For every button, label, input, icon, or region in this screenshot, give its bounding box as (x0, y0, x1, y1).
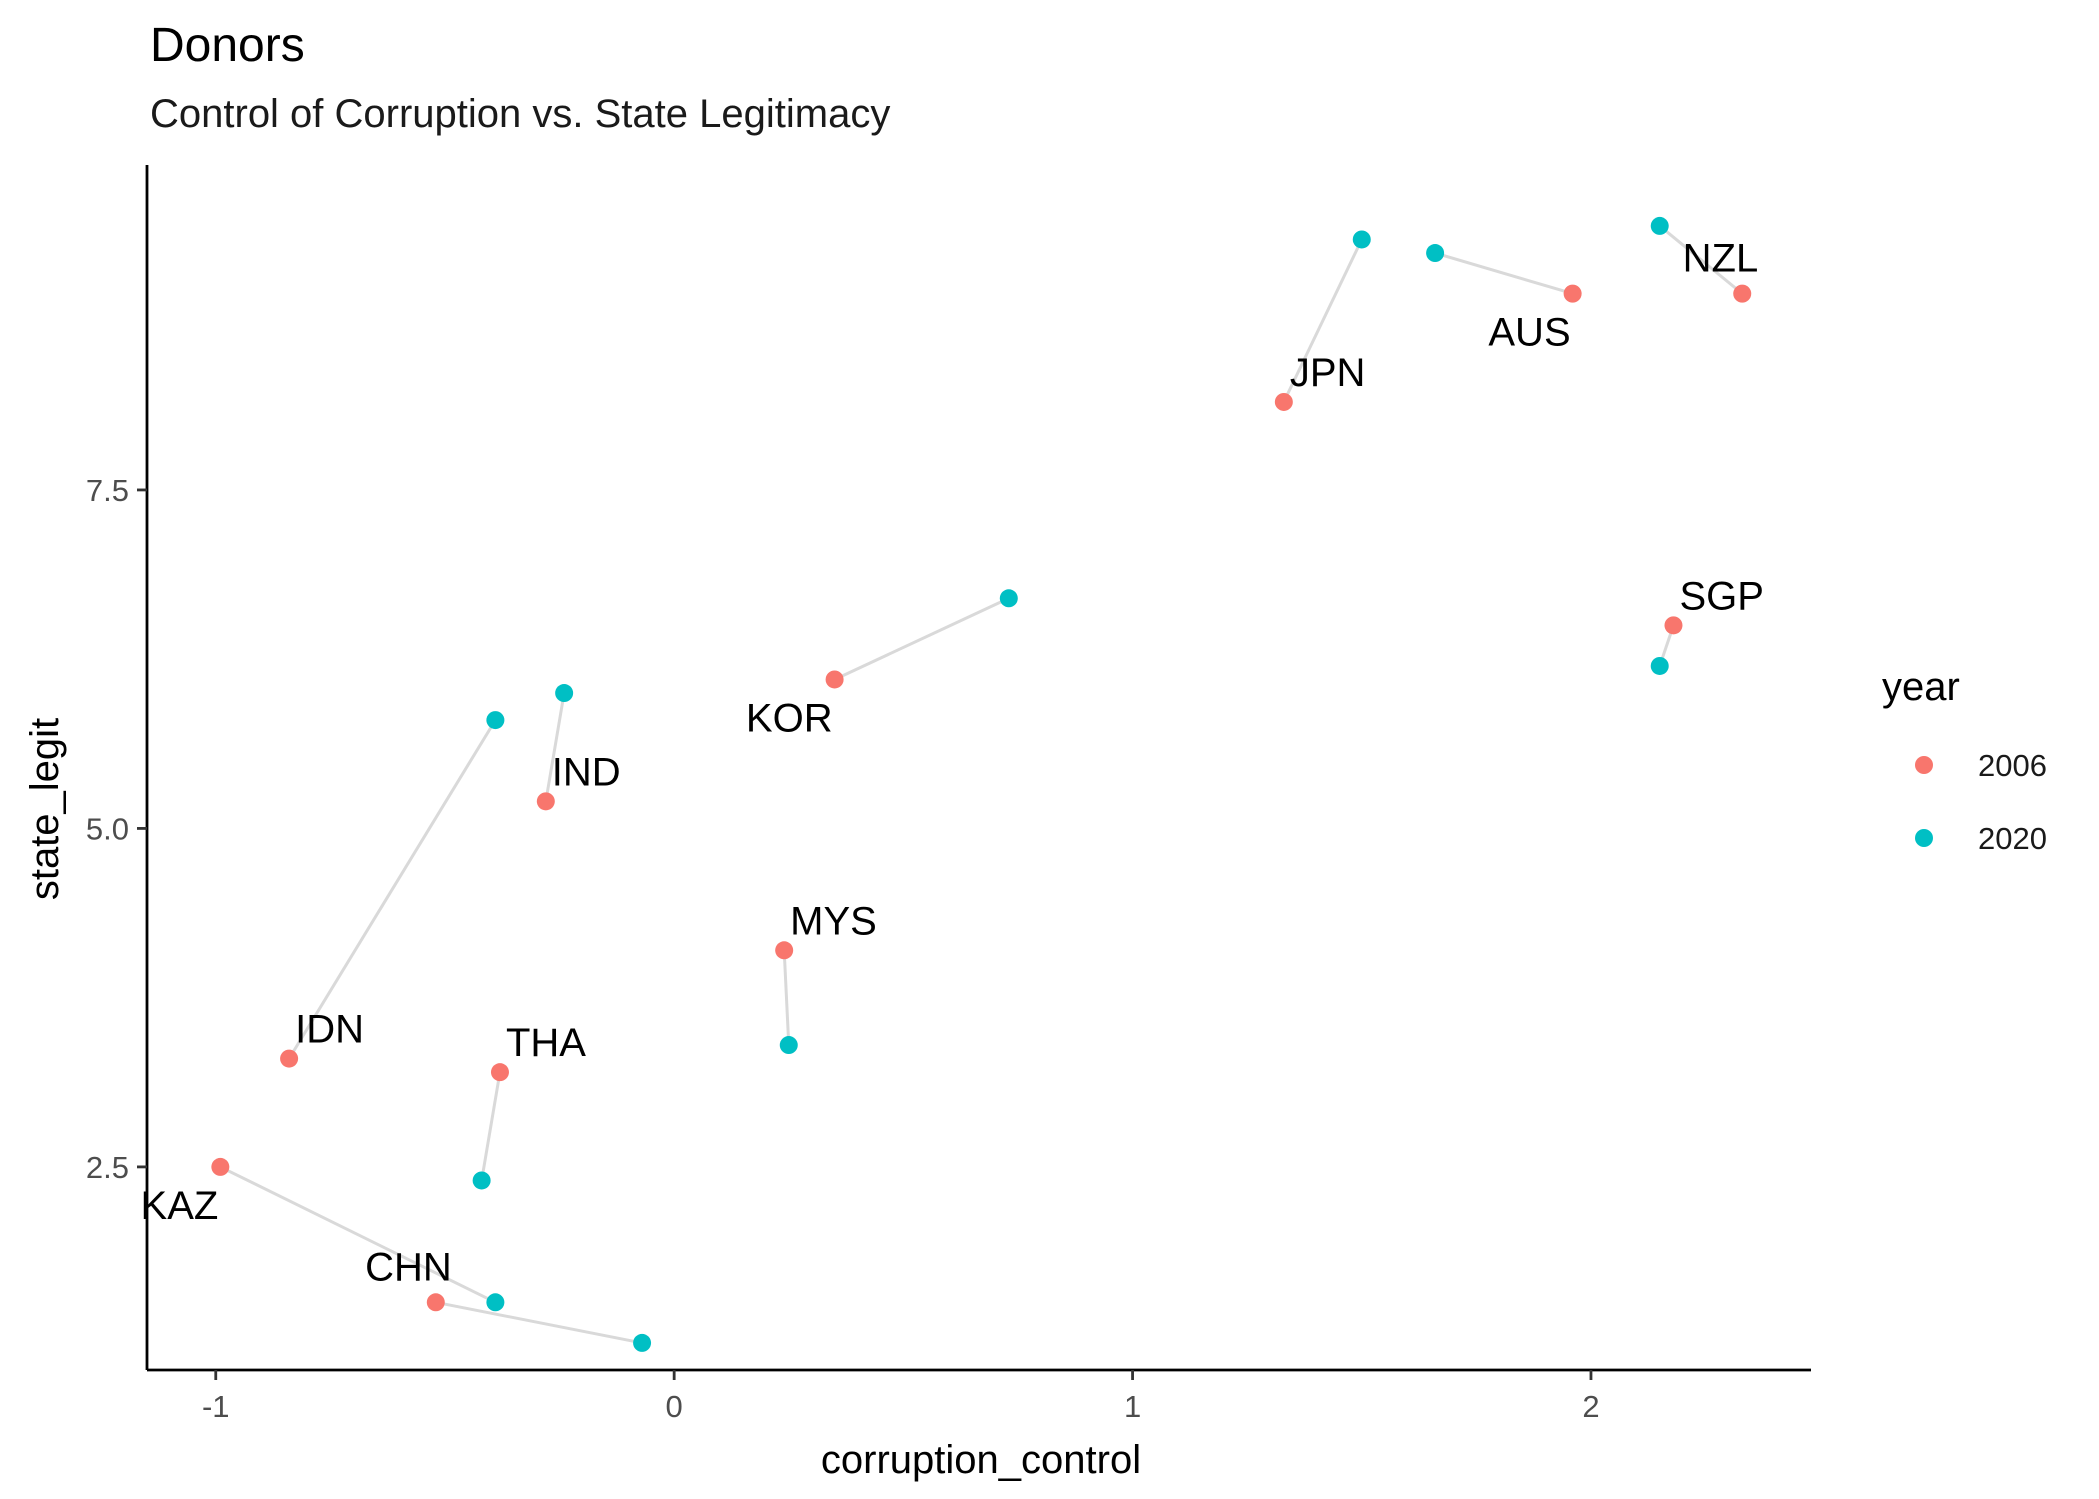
point-label-chn: CHN (365, 1245, 452, 1289)
point-chn-2020 (633, 1333, 652, 1352)
connector-aus (1434, 251, 1574, 296)
point-sgp-2006 (1664, 616, 1683, 635)
point-label-idn: IDN (295, 1008, 364, 1052)
point-kaz-2006 (211, 1157, 230, 1176)
point-label-kor: KOR (746, 696, 833, 740)
chart-title: Donors (150, 19, 305, 72)
point-idn-2006 (280, 1049, 299, 1068)
point-mys-2006 (775, 941, 794, 960)
x-tick-label: -1 (202, 1389, 230, 1424)
y-axis-ticks: 2.5 5.0 7.5 (86, 473, 147, 1185)
point-kor-2020 (999, 589, 1018, 608)
point-nzl-2006 (1733, 284, 1752, 303)
connector-lines (219, 224, 1744, 1345)
point-label-jpn: JPN (1290, 351, 1366, 395)
legend-label-2006: 2006 (1978, 748, 2047, 783)
connector-mys (782, 950, 791, 1046)
point-kor-2006 (825, 670, 844, 689)
point-labels: NZL AUS JPN SGP KOR IND MYS IDN THA KAZ CHN (141, 237, 1764, 1290)
legend: year 2006 2020 (1882, 665, 2047, 856)
connector-kor (833, 596, 1010, 681)
point-ind-2020 (555, 684, 574, 703)
point-jpn-2020 (1352, 230, 1371, 249)
point-sgp-2020 (1650, 656, 1669, 675)
point-ind-2006 (536, 792, 555, 811)
point-label-aus: AUS (1488, 311, 1570, 355)
point-tha-2006 (490, 1063, 509, 1082)
connector-chn (435, 1300, 643, 1345)
point-label-ind: IND (552, 750, 621, 794)
point-idn-2020 (486, 711, 505, 730)
point-nzl-2020 (1650, 216, 1669, 235)
x-tick-label: 0 (666, 1389, 683, 1424)
connector-jpn (1282, 238, 1364, 403)
point-kaz-2020 (486, 1293, 505, 1312)
point-label-sgp: SGP (1679, 574, 1763, 618)
point-tha-2020 (472, 1171, 491, 1190)
point-aus-2006 (1563, 284, 1582, 303)
x-axis-ticks: -1 0 1 2 (202, 1370, 1600, 1424)
point-mys-2020 (779, 1036, 798, 1055)
y-tick-label: 5.0 (86, 811, 129, 846)
y-tick-label: 2.5 (86, 1150, 129, 1185)
x-tick-label: 2 (1582, 1389, 1599, 1424)
point-aus-2020 (1426, 244, 1445, 263)
point-chn-2006 (426, 1293, 445, 1312)
connector-idn (287, 719, 497, 1060)
connector-ind (544, 692, 566, 802)
legend-swatch-2020 (1915, 829, 1933, 847)
connector-nzl (1658, 224, 1744, 295)
connector-kaz (219, 1165, 497, 1304)
point-label-kaz: KAZ (141, 1184, 219, 1228)
chart-subtitle: Control of Corruption vs. State Legitima… (150, 92, 890, 136)
point-label-nzl: NZL (1683, 237, 1759, 281)
x-tick-label: 1 (1124, 1389, 1141, 1424)
legend-title: year (1882, 665, 1960, 709)
connector-tha (480, 1071, 502, 1181)
data-points (211, 216, 1752, 1352)
legend-swatch-2006 (1915, 756, 1933, 774)
point-label-mys: MYS (790, 899, 877, 943)
y-axis-title: state_legit (23, 718, 67, 900)
point-jpn-2006 (1274, 392, 1293, 411)
y-tick-label: 7.5 (86, 473, 129, 508)
point-label-tha: THA (506, 1021, 586, 1065)
legend-label-2020: 2020 (1978, 821, 2047, 856)
x-axis-title: corruption_control (821, 1438, 1141, 1482)
